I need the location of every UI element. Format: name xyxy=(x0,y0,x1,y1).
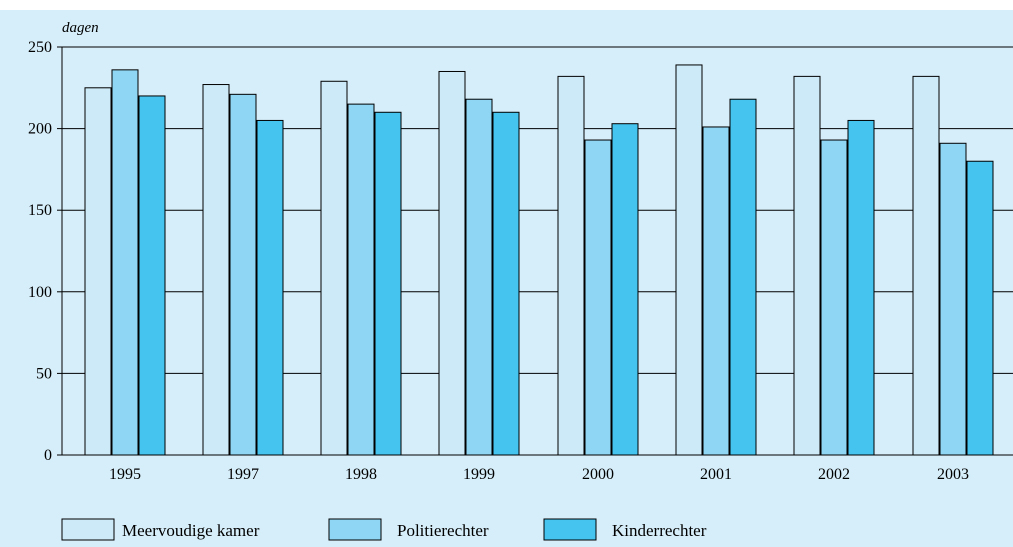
x-tick-label-1998: 1998 xyxy=(345,466,377,483)
y-tick-label-0: 0 xyxy=(44,447,52,464)
x-tick-labels: 1995 1997 1998 1999 2000 2001 2002 2003 xyxy=(109,466,969,483)
bar-2003-series-2 xyxy=(939,142,967,456)
bar-2002-series-3 xyxy=(847,119,875,456)
bar-1999-series-3 xyxy=(492,111,520,456)
x-tick-label-2000: 2000 xyxy=(582,466,614,483)
legend-swatch-2 xyxy=(328,518,382,541)
x-tick-label-1999: 1999 xyxy=(463,466,495,483)
bar-1995-series-1 xyxy=(84,87,112,456)
x-tick-label-2002: 2002 xyxy=(818,466,850,483)
bar-2000-series-2 xyxy=(584,139,612,456)
legend-label-3: Kinderrechter xyxy=(612,521,707,540)
y-tick-label-150: 150 xyxy=(28,202,52,219)
bar-1995-series-3 xyxy=(138,95,166,456)
bar-2000-series-3 xyxy=(611,123,639,456)
bars xyxy=(84,64,994,456)
legend-label-2: Politierechter xyxy=(397,521,489,540)
y-axis-unit-label: dagen xyxy=(62,20,99,36)
bar-2000-series-1 xyxy=(557,75,585,456)
bar-2003-series-1 xyxy=(912,75,940,456)
y-tick-label-250: 250 xyxy=(28,39,52,56)
bar-1998-series-1 xyxy=(320,80,348,456)
bar-1995-series-2 xyxy=(111,69,139,456)
bar-2002-series-1 xyxy=(793,75,821,456)
bar-2001-series-2 xyxy=(702,126,730,456)
bar-1998-series-3 xyxy=(374,111,402,456)
legend-label-1: Meervoudige kamer xyxy=(122,521,260,540)
bar-2001-series-3 xyxy=(729,98,757,456)
bar-2001-series-1 xyxy=(675,64,703,456)
bar-1997-series-2 xyxy=(229,93,257,456)
bar-2002-series-2 xyxy=(820,139,848,456)
y-tick-label-50: 50 xyxy=(36,365,52,382)
legend: Meervoudige kamer Politierechter Kinderrec… xyxy=(61,518,707,541)
bar-2003-series-3 xyxy=(966,160,994,456)
bar-1999-series-1 xyxy=(438,70,466,456)
bar-1999-series-2 xyxy=(465,98,493,456)
bar-1997-series-1 xyxy=(202,84,230,456)
legend-swatch-3 xyxy=(543,518,597,541)
y-tick-label-100: 100 xyxy=(28,284,52,301)
axes xyxy=(61,47,1013,456)
y-tick-labels: 0 50 100 150 200 250 xyxy=(28,39,62,464)
bar-1997-series-3 xyxy=(256,119,284,456)
x-tick-label-2003: 2003 xyxy=(937,466,969,483)
bar-1998-series-2 xyxy=(347,103,375,456)
x-tick-label-1995: 1995 xyxy=(109,466,141,483)
legend-swatch-1 xyxy=(61,518,115,541)
x-tick-label-2001: 2001 xyxy=(700,466,732,483)
y-tick-label-200: 200 xyxy=(28,121,52,138)
x-tick-label-1997: 1997 xyxy=(227,466,259,483)
